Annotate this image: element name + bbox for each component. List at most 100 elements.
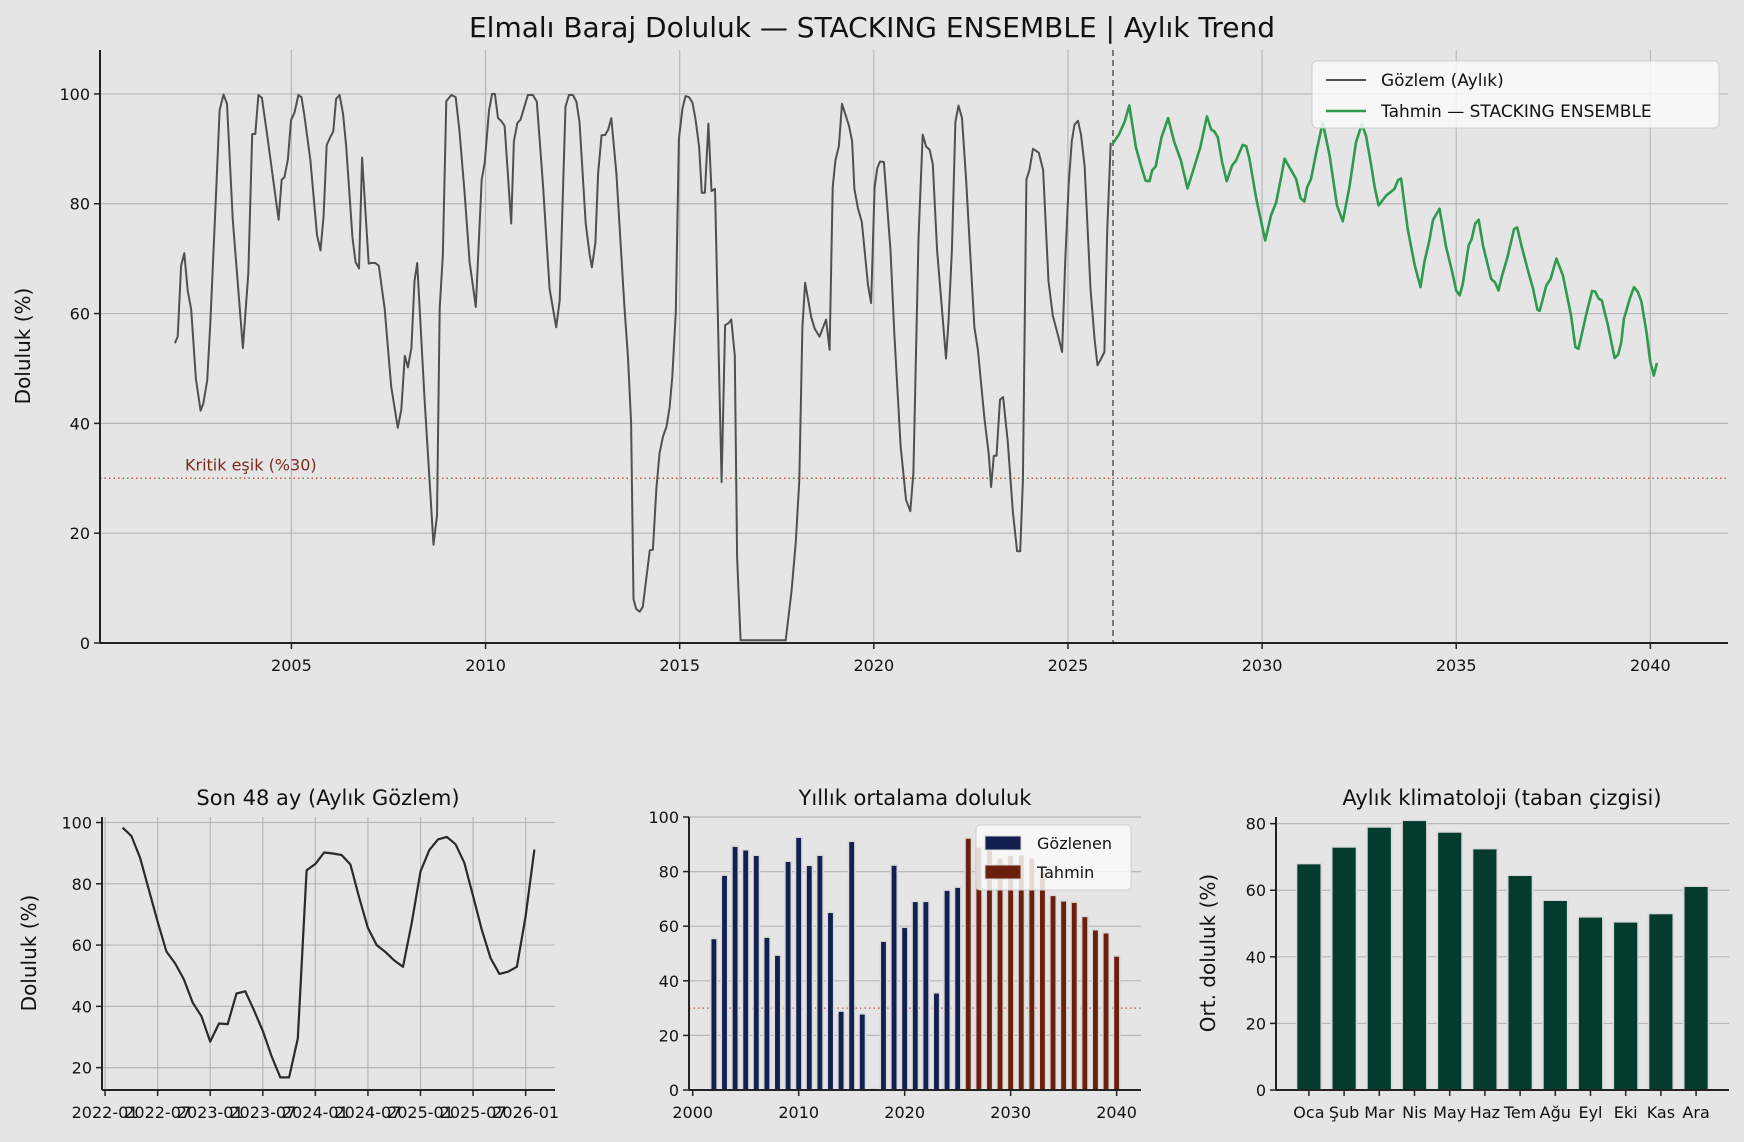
climatology-bar [1507,874,1534,1091]
observed-annual-bar [826,911,835,1091]
x-tick-label: 2023-01 [177,1103,244,1122]
critical-threshold-label: Kritik eşik (%30) [185,455,317,474]
y-axis-label: Doluluk (%) [11,288,35,405]
observed-annual-bar [900,926,909,1091]
climatology-bar [1612,921,1639,1091]
climatology-bar [1436,831,1463,1091]
observed-annual-bar [731,845,740,1091]
last-48-months-line [121,826,536,1079]
forecast-annual-bar [1049,894,1057,1091]
y-tick-label: 60 [659,917,679,936]
x-tick-label: Eki [1614,1103,1638,1122]
observed-annual-bar [943,889,951,1091]
y-tick-label: 80 [70,195,90,214]
legend-label: Gözlenen [1037,834,1112,853]
observed-annual-bar [858,1013,867,1091]
x-tick-label: 2040 [1630,656,1671,675]
y-tick-label: 80 [1246,815,1266,834]
y-tick-label: 80 [659,863,679,882]
x-tick-label: Ara [1682,1103,1709,1122]
forecast-annual-bar [996,857,1004,1091]
observed-annual-bar [805,864,814,1091]
climatology-bar [1577,916,1604,1091]
climatology-bar [1331,846,1358,1091]
y-axis-label: Doluluk (%) [17,895,41,1012]
x-tick-label: 2020 [853,656,894,675]
x-tick-label: 2030 [1242,656,1283,675]
observed-annual-bar [784,860,793,1091]
observed-annual-bar [953,886,962,1091]
x-tick-label: 2010 [465,656,506,675]
x-tick-label: Kas [1647,1103,1675,1122]
x-tick-label: Eyl [1578,1103,1602,1122]
y-tick-label: 20 [659,1026,679,1045]
legend-observed-swatch [984,835,1022,851]
y-tick-label: 40 [659,972,679,991]
x-tick-label: 2015 [659,656,700,675]
legend-box [1311,60,1720,129]
observed-annual-bar [762,936,771,1091]
y-tick-label: 100 [61,814,92,833]
x-tick-label: May [1433,1103,1466,1122]
observed-annual-bar [921,900,930,1091]
x-tick-label: 2005 [271,656,312,675]
forecast-annual-bar [1038,870,1047,1091]
climatology-bar [1542,899,1569,1091]
x-tick-label: 2022-01 [72,1103,139,1122]
x-tick-label: 2000 [672,1103,713,1122]
climatology-bar [1471,847,1498,1091]
forecast-annual-bar [1091,928,1100,1091]
annual-average-title: Yıllık ortalama doluluk [798,786,1033,810]
observed-annual-bar [709,937,718,1091]
y-tick-label: 40 [72,997,92,1016]
x-tick-label: 2024-01 [282,1103,349,1122]
climatology-bar [1366,826,1393,1091]
climatology-bar [1401,819,1428,1091]
observed-annual-bar [752,854,761,1091]
x-tick-label: 2025-01 [387,1103,454,1122]
forecast-annual-bar [1070,901,1079,1091]
x-tick-label: Tem [1503,1103,1536,1122]
x-tick-label: 2030 [990,1103,1031,1122]
y-tick-label: 60 [70,305,90,324]
observed-annual-bar [847,840,856,1091]
y-tick-label: 0 [669,1081,679,1100]
observed-annual-bar [911,900,920,1091]
climatology-bar [1683,885,1710,1091]
y-tick-label: 20 [72,1059,92,1078]
x-tick-label: 2025-07 [440,1103,507,1122]
forecast-annual-bar [964,837,973,1091]
x-tick-label: 2040 [1096,1103,1137,1122]
last-48-months-title: Son 48 ay (Aylık Gözlem) [196,786,459,810]
x-tick-label: 2023-07 [229,1103,296,1122]
x-tick-label: Ağu [1540,1103,1571,1122]
forecast-series-line [1111,104,1659,377]
x-tick-label: 2025 [1048,656,1089,675]
x-tick-label: Haz [1470,1103,1500,1122]
forecast-annual-bar [1080,915,1089,1091]
y-tick-label: 0 [1256,1081,1266,1100]
x-tick-label: 2035 [1436,656,1477,675]
forecast-annual-bar [1102,932,1110,1091]
observed-annual-bar [720,874,729,1091]
x-tick-label: Mar [1364,1103,1395,1122]
y-tick-label: 100 [648,808,679,827]
y-axis-label: Ort. doluluk (%) [1196,874,1220,1032]
x-tick-label: 2024-07 [334,1103,401,1122]
observed-annual-bar [879,940,888,1091]
y-tick-label: 100 [59,85,90,104]
observed-series-line [173,92,1112,642]
y-tick-label: 60 [72,936,92,955]
y-tick-label: 20 [1246,1014,1266,1033]
y-tick-label: 40 [1246,948,1266,967]
figure-title: Elmalı Baraj Doluluk — STACKING ENSEMBLE… [469,11,1275,44]
climatology-title: Aylık klimatoloji (taban çizgisi) [1342,786,1661,810]
observed-annual-bar [932,992,941,1091]
observed-annual-bar [794,836,803,1091]
y-tick-label: 40 [70,414,90,433]
y-tick-label: 20 [70,524,90,543]
x-tick-label: Şub [1329,1103,1359,1122]
legend-label: Tahmin — STACKING ENSEMBLE [1380,102,1652,122]
